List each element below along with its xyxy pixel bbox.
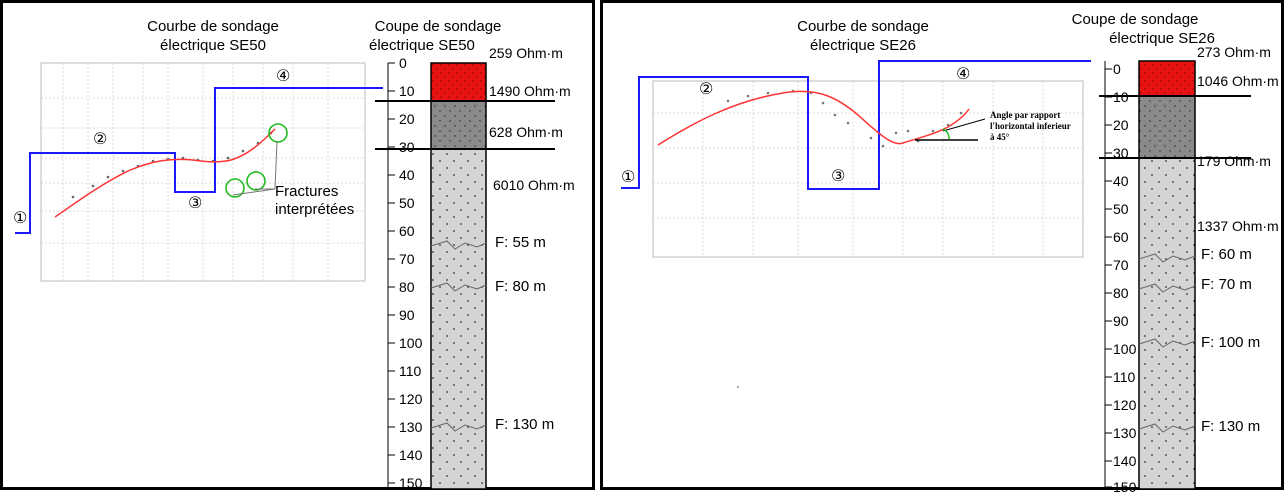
se26-depth-110: 110 [1113,369,1136,385]
se26-marker-3: ③ [831,166,846,185]
se50-column-title-line2: électrique SE50 [369,37,475,54]
se50-fracture-label-3: F: 130 m [495,416,555,433]
se26-depth-40: 40 [1113,173,1129,189]
se26-model-line [621,60,1091,190]
se26-fit-curve [657,90,970,146]
se50-depth-150: 150 [399,475,423,491]
se26-curve-title-line1: Courbe de sondage [797,18,929,35]
se50-marker-2: ② [93,129,108,148]
se50-fit-curve [54,128,276,218]
se26-depth-30: 30 [1113,145,1129,161]
se50-column-title-line1: Coupe de sondage [374,18,502,35]
se26-angle-line3: à 45° [990,132,1010,142]
se26-depth-90: 90 [1113,313,1129,329]
se50-marker-4: ④ [276,66,291,85]
se50-depth-110: 110 [399,363,422,379]
panel-se50: Courbe de sondage électrique SE50 Coupe … [0,0,595,491]
se26-angle-line2: l'horizontal inferieur [990,121,1071,131]
se26-layer1-resistivity: 273 Ohm·m [1197,44,1271,60]
se50-curve-title-line1: Courbe de sondage [147,18,279,35]
se26-depth-70: 70 [1113,257,1129,273]
se26-layer2-resistivity: 1046 Ohm·m [1197,73,1279,89]
se26-depth-10: 10 [1113,89,1129,105]
se26-depth-150: 150 [1113,479,1137,495]
se26-curve-title-line2: électrique SE26 [810,37,916,54]
se26-depth-80: 80 [1113,285,1129,301]
se26-marker-4: ④ [956,64,971,83]
se50-depth-30: 30 [399,139,415,155]
se50-annotation-line2: interprétées [275,201,355,218]
se26-layer4-resistivity: 1337 Ohm·m [1197,218,1279,234]
se50-depth-120: 120 [399,391,423,407]
se50-plot-grid [40,62,366,282]
se26-angle-line1: Angle par rapport [990,110,1061,120]
se50-marker-1: ① [13,208,28,227]
se26-marker-1: ① [621,167,636,186]
se50-fracture-label-1: F: 55 m [495,234,546,251]
se26-layer3-resistivity: 179 Ohm·m [1197,153,1271,169]
se26-marker-2: ② [699,79,714,98]
se26-column-title: Coupe de sondage électrique SE26 [1055,10,1215,48]
se26-depth-axis [1104,61,1112,489]
se50-layer2-resistivity: 1490 Ohm·m [489,83,571,99]
se26-strata-column [1099,60,1251,490]
se26-graphics [621,60,1251,490]
se50-model-line [15,87,383,234]
se50-graphics [15,62,555,490]
se26-column-title-line1: Coupe de sondage [1071,11,1199,28]
se26-angle-annotation: Angle par rapport l'horizontal inferieur… [990,110,1071,143]
se26-fracture-label-1: F: 60 m [1201,246,1252,263]
se50-layer3-resistivity: 628 Ohm·m [489,124,563,140]
se26-fracture-label-3: F: 100 m [1201,334,1261,351]
se50-depth-axis [387,62,395,489]
se50-curve-title-line2: électrique SE50 [160,37,266,54]
se26-depth-0: 0 [1113,61,1121,77]
se26-depth-60: 60 [1113,229,1129,245]
se26-depth-120: 120 [1113,397,1137,413]
se50-marker-3: ③ [188,193,203,212]
se50-fracture-circles [225,123,288,198]
se26-column-title-line2: électrique SE26 [1109,30,1215,47]
se26-depth-50: 50 [1113,201,1129,217]
se26-angle-marker [915,118,986,141]
se50-layer4-resistivity: 6010 Ohm·m [493,177,575,193]
se50-annotation-line1: Fractures [275,183,339,200]
se26-depth-20: 20 [1113,117,1129,133]
se26-fracture-label-2: F: 70 m [1201,276,1252,293]
se50-depth-70: 70 [399,251,415,267]
se50-fractures-annotation: Fractures interprétées [275,183,354,219]
se50-fracture-label-2: F: 80 m [495,278,546,295]
se50-annotation-pointers [232,140,278,196]
se50-depth-50: 50 [399,195,415,211]
se50-curve-title: Courbe de sondage électrique SE50 [113,17,313,55]
se50-depth-140: 140 [399,447,423,463]
se50-column-title: Coupe de sondage électrique SE50 [363,17,513,55]
se26-depth-140: 140 [1113,453,1137,469]
panel-se26: Courbe de sondage électrique SE26 Coupe … [600,0,1284,495]
se50-depth-100: 100 [399,335,423,351]
se50-strata-column [375,62,555,490]
se50-layer1-resistivity: 259 Ohm·m [489,45,563,61]
se50-depth-40: 40 [399,167,415,183]
se50-depth-10: 10 [399,83,415,99]
se26-depth-130: 130 [1113,425,1137,441]
se50-depth-60: 60 [399,223,415,239]
se26-curve-title: Courbe de sondage électrique SE26 [763,17,963,55]
se26-depth-100: 100 [1113,341,1137,357]
se50-depth-80: 80 [399,279,415,295]
se26-fracture-label-4: F: 130 m [1201,418,1261,435]
se50-depth-20: 20 [399,111,415,127]
se50-depth-90: 90 [399,307,415,323]
se50-depth-130: 130 [399,419,423,435]
se50-depth-0: 0 [399,55,407,71]
